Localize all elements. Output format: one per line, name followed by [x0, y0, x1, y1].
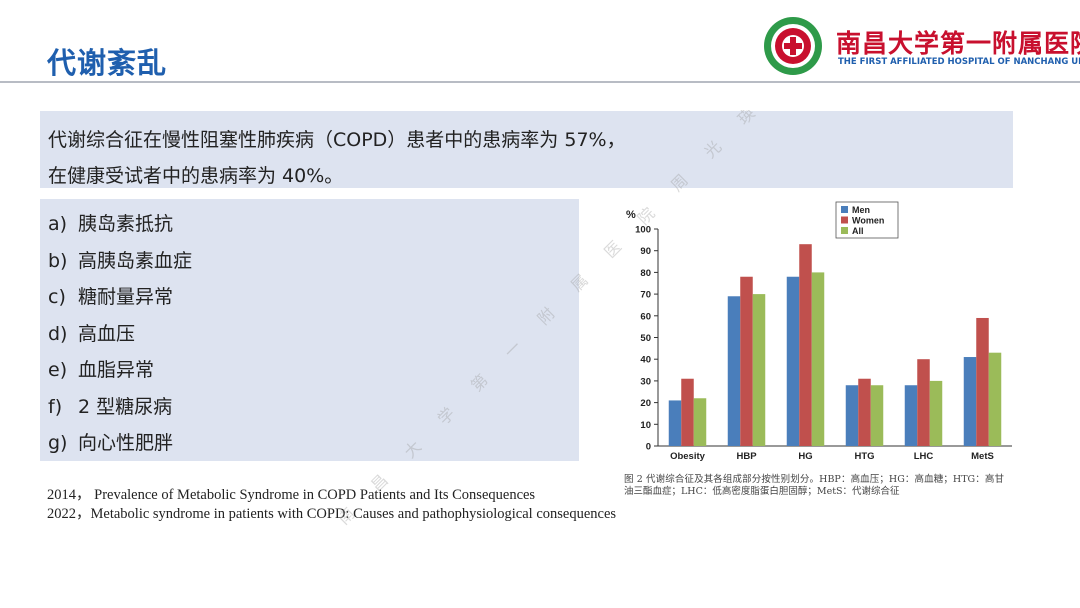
bar	[727, 296, 741, 446]
y-tick-label: 80	[640, 268, 651, 279]
x-tick-label: HBP	[736, 451, 757, 462]
list-item-text: 血脂异常	[78, 359, 155, 381]
y-axis-label: %	[626, 209, 636, 221]
list-item-text: 2 型糖尿病	[78, 395, 173, 418]
bar	[668, 400, 682, 446]
figure-caption: 图 2 代谢综合征及其各组成部分按性别划分。HBP：高血压；HG：高血糖；HTG…	[624, 474, 1004, 497]
y-tick-label: 70	[640, 290, 651, 301]
list-item: a) 胰岛素抵抗	[48, 206, 579, 243]
list-item-text: 胰岛素抵抗	[78, 213, 174, 235]
hospital-seal-icon	[764, 17, 822, 75]
summary-line-2: 在健康受试者中的患病率为 40%。	[48, 165, 344, 187]
x-tick-label: Obesity	[670, 451, 706, 462]
y-tick-label: 0	[646, 442, 651, 453]
list-marker: e)	[48, 359, 68, 381]
prevalence-bar-chart: 0 10 20 30 40 50 60 70 80 90 100% Obesity HBP HG HTG LH…	[626, 201, 1012, 462]
y-tick-label: 30	[640, 376, 651, 387]
references: 2014， Prevalence of Metabolic Syndrome i…	[47, 486, 616, 524]
bar	[988, 352, 1002, 446]
legend-label: All	[852, 226, 864, 236]
reference-line: 2014， Prevalence of Metabolic Syndrome i…	[47, 487, 536, 503]
bar	[963, 357, 977, 446]
title-divider	[0, 81, 1080, 83]
logo-english-name: THE FIRST AFFILIATED HOSPITAL OF NANCHAN…	[838, 57, 1080, 67]
prevalence-summary-box: 代谢综合征在慢性阻塞性肺疾病（COPD）患者中的患病率为 57%， 在健康受试者…	[40, 111, 1013, 188]
list-item-text: 糖耐量异常	[78, 286, 174, 308]
bar	[752, 294, 766, 446]
legend-swatch	[841, 227, 848, 234]
list-item: e) 血脂异常	[48, 352, 579, 389]
bar	[799, 244, 812, 446]
x-tick-label: MetS	[971, 451, 994, 462]
bar	[870, 385, 884, 446]
bar	[681, 378, 694, 446]
list-marker: f)	[48, 395, 63, 418]
list-item: g) 向心性肥胖	[48, 425, 579, 462]
legend-label: Men	[852, 205, 870, 215]
bar	[976, 317, 989, 446]
x-tick-label: HTG	[854, 451, 874, 462]
reference-line: 2022，Metabolic syndrome in patients with…	[47, 506, 617, 522]
x-tick-label: HG	[798, 451, 812, 462]
list-marker: a)	[48, 213, 68, 235]
summary-line-1: 代谢综合征在慢性阻塞性肺疾病（COPD）患者中的患病率为 57%，	[48, 129, 626, 151]
bar	[929, 380, 943, 446]
bar	[845, 385, 859, 446]
y-tick-label: 10	[640, 420, 651, 431]
bar	[740, 276, 753, 446]
list-marker: d)	[48, 322, 68, 345]
list-marker: b)	[48, 249, 68, 272]
bar	[786, 276, 800, 446]
list-marker: g)	[48, 432, 68, 454]
bar	[693, 398, 707, 446]
list-item: c) 糖耐量异常	[48, 279, 579, 316]
list-item: b) 高胰岛素血症	[48, 243, 579, 280]
legend-label: Women	[852, 216, 884, 226]
y-tick-label: 40	[640, 355, 651, 366]
hospital-logo: 南昌大学第一附属医院 THE FIRST AFFILIATED HOSPITAL…	[763, 16, 1080, 76]
page-title: 代谢紊乱	[47, 46, 168, 80]
bar	[858, 378, 871, 446]
legend-swatch	[841, 206, 848, 213]
y-tick-label: 90	[640, 246, 651, 257]
logo-chinese-name: 南昌大学第一附属医院	[836, 29, 1080, 58]
x-tick-label: LHC	[914, 451, 934, 462]
bar	[917, 359, 930, 446]
list-item-text: 高胰岛素血症	[78, 249, 193, 272]
y-tick-label: 20	[640, 398, 651, 409]
y-tick-label: 60	[640, 311, 651, 322]
legend-swatch	[841, 216, 848, 224]
y-tick-label: 100	[635, 225, 651, 236]
component-list: a) 胰岛素抵抗 b) 高胰岛素血症 c) 糖耐量异常 d) 高血压 e) 血脂异常 f)…	[40, 199, 579, 461]
bar	[811, 272, 825, 446]
list-item-text: 高血压	[78, 322, 136, 345]
list-item-text: 向心性肥胖	[78, 432, 174, 454]
list-marker: c)	[48, 286, 66, 308]
list-item: f) 2 型糖尿病	[48, 389, 579, 426]
bar	[904, 385, 918, 446]
list-item: d) 高血压	[48, 316, 579, 353]
y-tick-label: 50	[640, 333, 651, 344]
